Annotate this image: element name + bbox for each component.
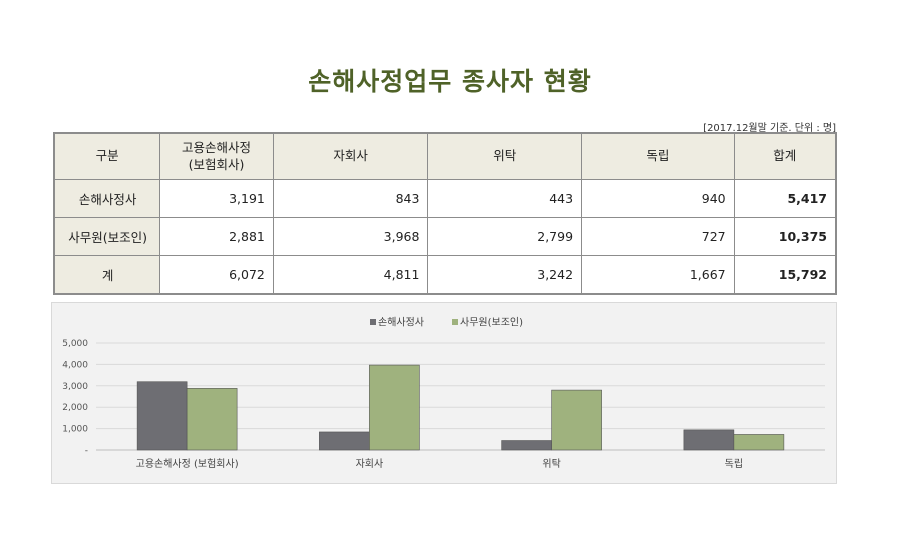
- table-cell-total: 15,792: [733, 255, 837, 295]
- y-tick-label: 3,000: [62, 382, 88, 392]
- table-cell: 3,968: [272, 217, 429, 256]
- table-cell: 443: [427, 179, 583, 218]
- bar-assistant: [186, 388, 238, 451]
- table-cell: 940: [581, 179, 735, 218]
- bar-chart: 5,000 4,000 3,000 2,000 1,000 - 고용손해사정 (보험회사) 자…: [62, 316, 825, 470]
- header-employed: 고용손해사정 (보험회사): [159, 132, 274, 180]
- bar-adjuster: [683, 429, 735, 451]
- header-category: 구분: [53, 132, 161, 180]
- header-total: 합계: [733, 132, 837, 180]
- row-label: 계: [53, 255, 161, 295]
- table-row: 계 6,072 4,811 3,242 1,667 15,792: [53, 255, 837, 295]
- row-label: 사무원(보조인): [53, 217, 161, 256]
- table-row: 손해사정사 3,191 843 443 940 5,417: [53, 179, 837, 218]
- table-cell: 2,881: [159, 217, 274, 256]
- table-cell-total: 10,375: [733, 217, 837, 256]
- y-tick-label: -: [85, 446, 88, 456]
- legend-swatch: [452, 319, 458, 325]
- page-title: 손해사정업무 종사자 현황: [308, 67, 592, 96]
- table-row: 사무원(보조인) 2,881 3,968 2,799 727 10,375: [53, 217, 837, 256]
- bar-assistant: [551, 389, 602, 451]
- table-cell: 727: [581, 217, 735, 256]
- header-employed-label: 고용손해사정 (보험회사): [182, 139, 252, 172]
- bar-adjuster: [136, 381, 188, 451]
- y-tick-label: 4,000: [62, 360, 88, 370]
- table-cell: 6,072: [159, 255, 274, 295]
- staff-table: 구분 고용손해사정 (보험회사) 자회사 위탁 독립 합계 손해사정사 3,19…: [53, 132, 837, 295]
- y-tick-label: 1,000: [62, 425, 88, 435]
- legend-label: 손해사정사: [378, 316, 424, 329]
- table-cell: 1,667: [581, 255, 735, 295]
- table-cell: 843: [272, 179, 429, 218]
- x-tick-label: 고용손해사정 (보험회사): [136, 457, 239, 470]
- x-tick-label: 독립: [725, 457, 743, 470]
- bar-adjuster: [501, 440, 552, 451]
- header-independent: 독립: [581, 132, 735, 180]
- legend-label: 사무원(보조인): [460, 317, 523, 329]
- bar-assistant: [369, 364, 420, 451]
- table-cell: 2,799: [427, 217, 583, 256]
- y-tick-label: 5,000: [62, 339, 88, 349]
- legend-swatch: [370, 319, 376, 325]
- table-cell: 4,811: [272, 255, 429, 295]
- x-tick-label: 자회사: [356, 458, 384, 470]
- chart-panel: 5,000 4,000 3,000 2,000 1,000 - 고용손해사정 (보험회사) 자…: [51, 302, 837, 484]
- bar-adjuster: [319, 431, 370, 451]
- y-tick-label: 2,000: [62, 403, 88, 413]
- table-cell: 3,242: [427, 255, 583, 295]
- table-cell: 3,191: [159, 179, 274, 218]
- header-consigned: 위탁: [427, 132, 583, 180]
- row-label: 손해사정사: [53, 179, 161, 218]
- bar-assistant: [733, 434, 785, 451]
- header-subsidiary: 자회사: [272, 132, 429, 180]
- table-cell-total: 5,417: [733, 179, 837, 218]
- table-header-row: 구분 고용손해사정 (보험회사) 자회사 위탁 독립 합계: [53, 132, 837, 180]
- unit-note: [2017.12월말 기준. 단위 : 명]: [703, 123, 836, 134]
- x-tick-label: 위탁: [542, 457, 560, 470]
